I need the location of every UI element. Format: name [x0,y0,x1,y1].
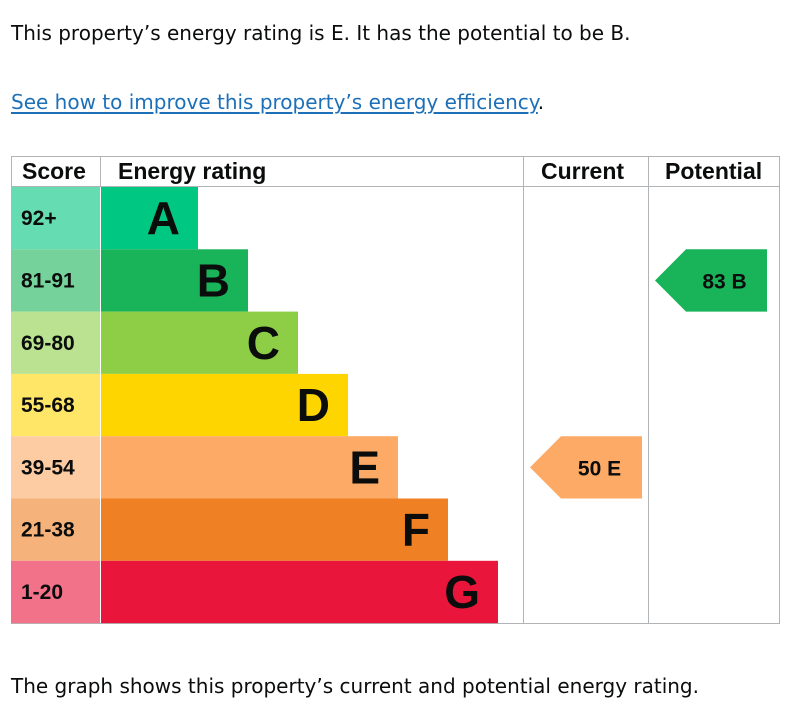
band-letter-f: F [402,504,430,556]
score-cell-b [11,249,100,312]
score-cell-d [11,373,100,437]
score-cell-c [11,311,100,374]
band-letter-c: C [247,317,280,369]
score-label-b: 81-91 [21,269,75,292]
rating-summary: This property’s energy rating is E. It h… [11,21,631,45]
improve-energy-efficiency-link[interactable]: See how to improve this property’s energ… [11,90,538,114]
current-header: Current [541,158,624,184]
band-bar-c [101,311,298,374]
band-bar-b [101,249,248,312]
current-rating-arrow [530,436,642,499]
potential-rating-label: 83 B [702,270,746,293]
band-bar-a [101,187,198,250]
band-bar-d [101,373,348,437]
score-label-a: 92+ [21,207,57,230]
band-bar-g [101,560,498,624]
score-cell-e [11,436,100,499]
graph-description: The graph shows this property’s current … [11,674,699,698]
band-letter-b: B [197,254,230,306]
rating-markers: 50 E 83 B [530,249,767,499]
band-letter-d: D [297,379,330,431]
band-letter-g: G [444,566,480,618]
score-label-e: 39-54 [21,456,75,479]
rating-bands: 92+ A 81-91 B 69-80 C 55-68 D 39-54 E 21-38 F 1-20 G [11,187,498,624]
band-letter-a: A [147,192,180,244]
energy-rating-header: Energy rating [118,158,266,184]
improve-link-line: See how to improve this property’s energ… [11,87,544,117]
current-rating-label: 50 E [578,457,621,480]
band-letter-e: E [349,441,380,493]
score-header: Score [22,158,86,184]
band-bar-e [101,436,398,499]
score-label-f: 21-38 [21,519,75,542]
score-label-d: 55-68 [21,394,75,417]
score-label-c: 69-80 [21,332,75,355]
score-label-g: 1-20 [21,581,63,604]
potential-header: Potential [665,158,762,184]
band-bar-f [101,498,448,561]
link-suffix: . [537,90,545,114]
score-cell-g [11,560,100,624]
score-cell-f [11,498,100,561]
score-cell-a [11,187,100,250]
potential-rating-arrow [655,249,767,312]
